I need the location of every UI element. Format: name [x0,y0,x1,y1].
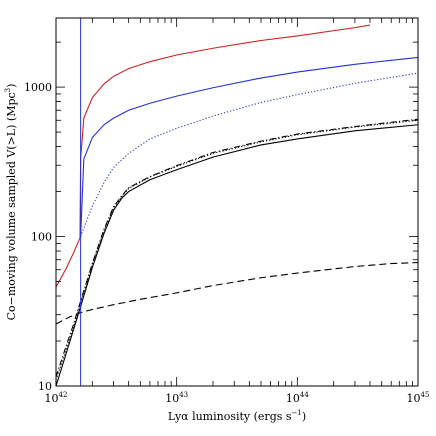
series-line-7 [55,261,419,325]
x-tick-label: 1044 [286,391,309,405]
x-axis-label: Lyα luminosity (ergs s−1) [168,409,306,423]
series-line-5 [55,119,419,380]
tick-layer [55,18,419,387]
y-axis-label: Co−moving volume sampled V(>L) (Mpc3) [4,84,18,321]
plot-frame [55,17,419,387]
y-axis-label-exp: 3 [4,88,12,92]
x-tick-label: 1043 [165,391,188,405]
y-tick-label: 10 [38,380,52,393]
x-axis-label-tail: ) [302,410,306,423]
series-line-4 [55,124,419,387]
x-axis-label-main: Lyα luminosity (ergs s [168,410,292,423]
series-layer [55,24,419,387]
y-tick-label: 1000 [24,81,52,94]
y-axis-label-tail: ) [5,84,18,88]
y-axis-label-main: Co−moving volume sampled V(>L) (Mpc [5,92,18,320]
y-tick-label: 100 [31,231,52,244]
tick-label-layer: 1042 1043 1044 1045 10 100 1000 [24,81,429,405]
x-tick-label: 1042 [45,391,68,405]
x-tick-label: 1045 [407,391,430,405]
series-line-6 [55,118,419,378]
series-line-2 [80,56,419,237]
x-axis-label-exp: −1 [292,409,302,417]
series-line-1 [55,24,371,288]
series-line-3 [80,72,419,237]
